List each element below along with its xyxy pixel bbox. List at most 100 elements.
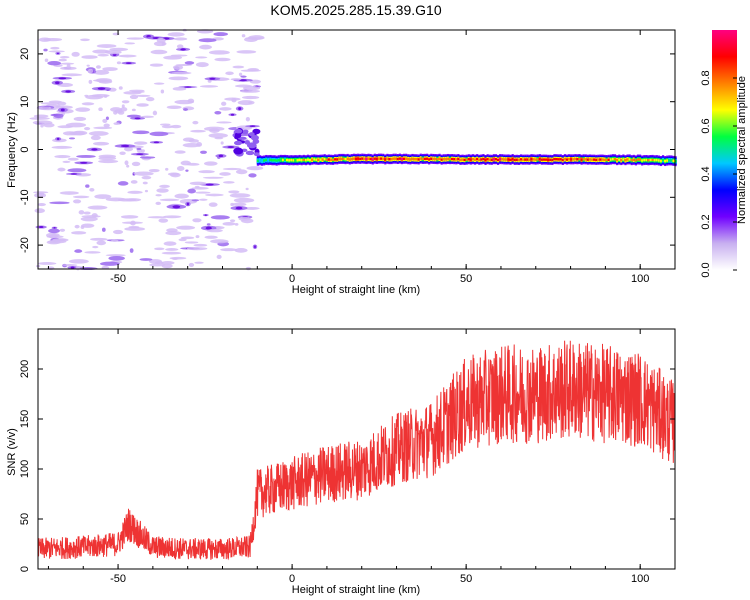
signal-core: [507, 158, 510, 161]
noise-blob: [160, 89, 165, 94]
noise-cluster-blob: [250, 134, 259, 141]
noise-blob: [124, 227, 146, 231]
signal-core: [503, 158, 506, 161]
spectrogram-plot-area: [38, 30, 675, 269]
signal-core: [382, 157, 385, 160]
noise-blob: [243, 206, 260, 210]
signal-core: [661, 158, 665, 162]
signal-core: [469, 158, 473, 161]
noise-blob: [194, 185, 200, 188]
signal-core: [578, 157, 581, 161]
noise-blob: [208, 202, 218, 207]
colorbar-ticks: 0.0 0.2 0.4 0.6 0.8: [700, 70, 737, 278]
noise-blob-core: [65, 90, 71, 93]
signal-core: [298, 158, 301, 162]
noise-blob: [198, 38, 217, 43]
noise-blob: [216, 254, 222, 260]
signal-core: [367, 157, 370, 160]
signal-core: [672, 159, 675, 163]
noise-blob: [171, 257, 179, 261]
noise-blob: [104, 49, 122, 55]
signal-core: [553, 157, 556, 161]
noise-blob: [238, 72, 243, 77]
noise-blob: [159, 184, 170, 189]
noise-blob: [96, 44, 117, 48]
noise-blob: [161, 125, 174, 129]
noise-blob: [131, 108, 136, 112]
noise-blob: [153, 82, 165, 85]
signal-core: [576, 158, 579, 161]
signal-core: [618, 158, 621, 161]
spectrogram-y-tick-label: 0: [19, 146, 31, 152]
noise-blob: [225, 71, 234, 76]
signal-core: [455, 158, 458, 161]
noise-blob: [195, 62, 209, 68]
signal-core: [315, 158, 318, 161]
noise-blob: [83, 211, 91, 215]
noise-blob: [117, 181, 129, 186]
noise-blob: [248, 173, 257, 178]
signal-core: [494, 157, 498, 161]
noise-blob: [98, 107, 103, 112]
signal-core: [409, 158, 412, 161]
noise-blob: [133, 141, 148, 145]
signal-core: [636, 158, 640, 161]
signal-core: [438, 157, 441, 160]
noise-blob-core: [204, 214, 207, 216]
spectrogram-noise-blobs: [29, 28, 265, 271]
signal-core: [269, 158, 272, 162]
signal-core: [296, 159, 299, 162]
noise-blob: [123, 91, 142, 95]
noise-blob-core: [218, 154, 224, 158]
noise-blob: [98, 156, 117, 161]
noise-blob-core: [58, 77, 67, 80]
signal-core: [405, 157, 408, 160]
signal-core: [446, 157, 450, 161]
signal-core: [478, 158, 481, 161]
noise-blob: [103, 123, 110, 128]
signal-core: [384, 158, 387, 161]
noise-blob-core: [186, 202, 189, 206]
noise-blob: [53, 113, 64, 119]
signal-core: [292, 159, 295, 162]
noise-blob-core: [184, 86, 192, 88]
noise-blob: [198, 198, 208, 201]
snr-y-axis-label: SNR (v/v): [6, 428, 18, 476]
noise-blob: [149, 263, 166, 267]
noise-blob: [91, 213, 98, 218]
noise-blob: [37, 262, 57, 265]
noise-blob: [57, 167, 66, 172]
noise-blob: [102, 67, 118, 72]
noise-blob-core: [227, 146, 235, 149]
noise-blob: [229, 219, 236, 223]
signal-core: [286, 158, 289, 162]
noise-blob: [118, 54, 137, 58]
signal-core: [300, 159, 303, 162]
noise-blob: [176, 165, 185, 171]
noise-blob-core: [70, 266, 75, 269]
noise-blob: [62, 160, 71, 163]
signal-core: [263, 159, 266, 162]
noise-blob: [149, 131, 169, 137]
noise-blob: [165, 231, 182, 236]
noise-blob: [36, 106, 52, 110]
noise-blob: [62, 264, 78, 267]
noise-cluster-blob: [253, 152, 260, 157]
noise-cluster-blob: [234, 140, 242, 146]
signal-core: [490, 158, 493, 161]
noise-blob: [74, 249, 83, 253]
signal-core: [567, 158, 571, 161]
noise-blob: [129, 248, 134, 253]
signal-core: [482, 157, 485, 161]
signal-core: [586, 158, 589, 161]
signal-core: [338, 157, 341, 161]
signal-core: [551, 158, 554, 162]
signal-core: [413, 157, 416, 161]
noise-cluster-blob: [234, 132, 242, 139]
noise-blob: [34, 208, 45, 214]
signal-core: [294, 158, 297, 162]
noise-blob: [249, 79, 262, 84]
signal-core: [595, 158, 598, 162]
signal-core: [365, 157, 368, 161]
